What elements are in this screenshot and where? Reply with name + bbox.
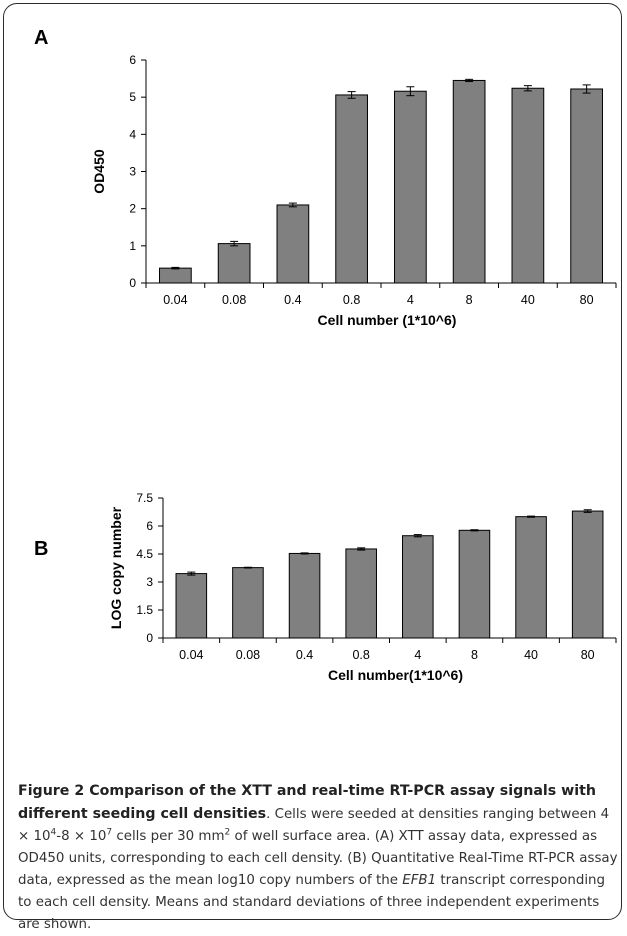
bar [458,529,491,639]
y-tick-label: 2 [129,202,136,216]
x-tick-label: 0.8 [343,293,360,307]
y-tick-label: 6 [129,53,136,67]
caption-exp-2: 7 [106,827,113,838]
y-tick-label: 4 [129,127,136,141]
bar [570,88,603,284]
bar [276,204,310,284]
x-tick-label: 40 [524,648,538,662]
bar [511,87,545,284]
caption-text-3: cells per 30 mm [112,829,225,844]
x-tick-label: 0.08 [236,648,260,662]
x-axis-title: Cell number (1*10^6) [318,312,457,328]
y-tick-label: 0 [146,631,153,645]
x-tick-label: 8 [471,648,478,662]
y-tick-label: 0 [129,276,136,290]
chart-b: 0 1.5 3 4.5 6 7.5 0.04 0.08 0.4 0.8 4 8 40 80 Cell num… [108,491,617,683]
caption-text-1: . Cells were seeded at densities ranging… [18,807,610,844]
panel-b-label: B [34,538,49,560]
y-axis-title: OD450 [91,149,107,194]
bar [345,548,377,639]
x-tick-label: 0.04 [179,648,203,662]
bar [175,573,208,639]
figure-caption: Figure 2 Comparison of the XTT and real-… [18,780,618,936]
bar [452,79,486,284]
x-axis-title: Cell number(1*10^6) [328,667,463,683]
caption-gene: EFB1 [402,873,437,888]
bar [515,516,547,639]
bar [232,567,264,639]
x-tick-label: 80 [580,293,594,307]
bar [571,510,604,639]
x-tick-label: 0.08 [222,293,246,307]
caption-exp-1: 4 [50,827,57,838]
x-tick-label: 8 [466,293,473,307]
y-tick-label: 1 [129,239,136,253]
caption-title: Comparison of the XTT and real-time RT-P… [18,783,596,822]
caption-text-4: of well surface area. (A) XTT assay data… [18,829,618,888]
bar [394,90,427,284]
x-tick-label: 0.4 [296,648,313,662]
caption-text-2: -8 × 10 [56,829,107,844]
bar [402,535,434,639]
bar [335,94,368,284]
figure-label: Figure 2 [18,783,85,799]
x-tick-label: 0.04 [163,293,187,307]
y-tick-label: 6 [146,519,153,533]
x-tick-label: 80 [581,648,595,662]
y-tick-label: 3 [146,575,153,589]
y-tick-label: 5 [129,90,136,104]
y-axis-title: LOG copy number [108,506,124,629]
y-tick-label: 7.5 [136,491,153,505]
chart-a: 0 1 2 3 4 5 6 0.04 0.08 0.4 0.8 4 8 40 80 Cell number (… [91,53,617,328]
x-tick-label: 4 [414,648,421,662]
x-tick-label: 0.4 [284,293,301,307]
bar [288,552,321,639]
figure-frame [3,3,622,920]
x-tick-label: 40 [521,293,535,307]
panel-a-label: A [34,27,49,49]
caption-exp-3: 2 [224,827,231,838]
x-tick-label: 4 [407,293,414,307]
y-tick-label: 4.5 [136,547,153,561]
y-tick-label: 1.5 [136,603,153,617]
x-tick-label: 0.8 [352,648,369,662]
y-tick-label: 3 [129,165,136,179]
